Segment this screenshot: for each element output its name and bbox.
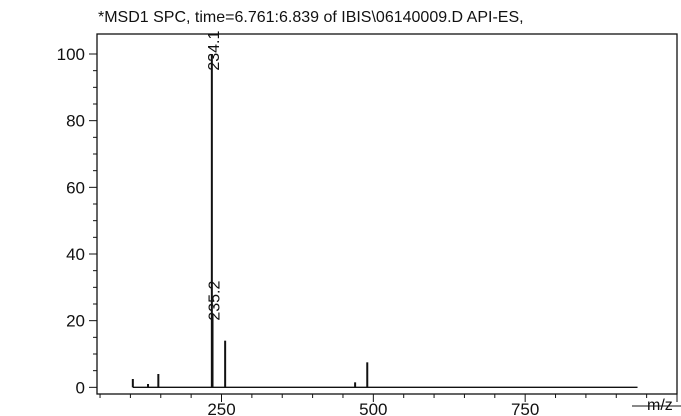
x-tick-label: 750 (511, 400, 539, 416)
x-tick-label: 250 (207, 400, 235, 416)
series-spectrum (131, 54, 638, 388)
plot-frame (96, 33, 678, 395)
y-tick-label: 0 (76, 378, 85, 397)
peak-label: 235.2 (207, 281, 224, 321)
x-tick-label: 500 (359, 400, 387, 416)
y-tick-label: 40 (66, 245, 85, 264)
x-axis: 250 500 750 (99, 394, 678, 416)
y-tick-label: 20 (66, 312, 85, 331)
peak-label: 234.1 (206, 31, 223, 71)
peak-annotations: 234.1 235.2 (206, 31, 224, 321)
y-tick-label: 60 (66, 178, 85, 197)
chart-title: *MSD1 SPC, time=6.761:6.839 of IBIS\0614… (98, 9, 524, 26)
x-axis-label: m/z (647, 397, 673, 414)
y-tick-label: 100 (57, 45, 85, 64)
y-tick-label: 80 (66, 112, 85, 131)
y-axis: 0 20 40 60 80 100 (57, 45, 97, 397)
